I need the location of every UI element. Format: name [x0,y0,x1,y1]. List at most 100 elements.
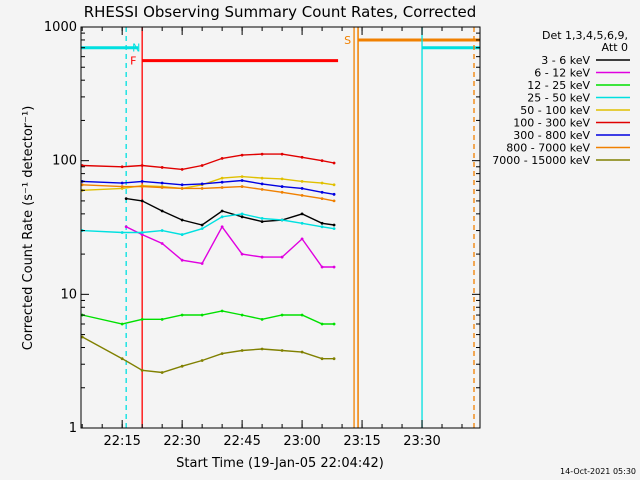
data-point [300,212,304,216]
data-point [260,216,264,220]
data-point [200,227,204,231]
timestamp: 14-Oct-2021 05:30 [560,467,636,476]
legend-title: Det 1,3,4,5,6,9, [542,29,628,42]
data-point [124,197,128,201]
legend-entry-label: 12 - 25 keV [527,79,590,92]
data-point [120,322,124,326]
data-point [180,168,184,171]
data-point [240,175,244,178]
legend-entry-label: 800 - 7000 keV [506,142,590,155]
data-point [220,180,224,184]
legend-entry-label: 100 - 300 keV [513,117,590,130]
data-point [332,199,336,203]
y-tick-label: 100 [52,154,77,169]
data-point [220,352,224,356]
data-point [280,313,284,317]
data-point [220,176,224,180]
data-point [240,179,244,182]
legend-subtitle: Att 0 [602,41,628,54]
legend-entry-label: 300 - 800 keV [513,129,590,142]
data-point [260,187,264,191]
data-point [240,153,244,157]
data-point [120,181,124,185]
data-point [332,265,336,269]
data-point [280,255,284,259]
data-point [120,185,124,188]
data-point [280,152,284,156]
data-point [200,164,204,167]
legend-entry-label: 7000 - 15000 keV [492,154,590,167]
data-point [332,192,336,196]
data-point [220,209,224,213]
data-point [140,199,144,203]
data-point [332,161,336,165]
data-point [320,197,324,201]
data-point [160,242,164,245]
legend-entry-label: 50 - 100 keV [520,104,590,117]
data-point [180,218,184,222]
data-point [200,313,204,317]
axes: 1 10 100 1000 22:15 22:30 22:45 23:00 23:15 23:30 [44,20,481,449]
series-line [125,225,335,268]
data-point [260,347,264,351]
data-point [124,225,128,229]
data-point [200,359,204,362]
x-tick-label: 23:00 [283,434,320,449]
y-tick-label: 1 [69,421,77,436]
data-point [300,179,304,183]
data-point [140,185,144,188]
data-point [260,317,264,321]
data-point [320,357,324,361]
legend-entry-label: 6 - 12 keV [534,67,590,80]
x-tick-label: 22:45 [223,434,260,449]
data-point [320,225,324,229]
data-point [320,322,324,326]
data-point [240,252,244,256]
data-point [332,322,336,326]
data-point [180,187,184,190]
data-point [200,223,204,227]
data-point [140,164,144,167]
data-point [140,368,144,372]
data-point [300,155,304,159]
data-point [160,209,164,213]
data-point [332,183,336,187]
data-point [332,223,336,227]
data-point [300,221,304,225]
data-point [260,152,264,156]
chart-title: RHESSI Observing Summary Count Rates, Co… [84,3,477,21]
data-point [180,233,184,236]
data-point [320,159,324,163]
data-point [160,229,164,232]
marker-label: S [344,34,351,47]
y-axis-label: Corrected Count Rate (s⁻¹ detector⁻¹) [21,106,36,351]
data-point [280,218,284,222]
data-point [280,185,284,188]
data-point [280,349,284,352]
data-point [220,156,224,160]
data-point [160,317,164,321]
data-point [120,231,124,234]
x-axis-label: Start Time (19-Jan-05 22:04:42) [176,456,384,471]
data-point [260,176,264,180]
data-point [320,265,324,269]
data-point [220,309,224,313]
data-point [332,357,336,361]
data-point [300,313,304,317]
data-point [332,227,336,231]
data-point [160,166,164,169]
data-point [160,181,164,185]
data-point [140,233,144,236]
legend-entry-label: 3 - 6 keV [541,54,590,67]
data-point [140,317,144,321]
x-tick-label: 23:15 [343,434,380,449]
data-point [200,262,204,265]
data-point [300,193,304,197]
data-point [120,165,124,169]
data-point [120,357,124,361]
series-line [126,197,335,226]
data-point [260,220,264,224]
y-tick-label: 10 [60,287,77,302]
